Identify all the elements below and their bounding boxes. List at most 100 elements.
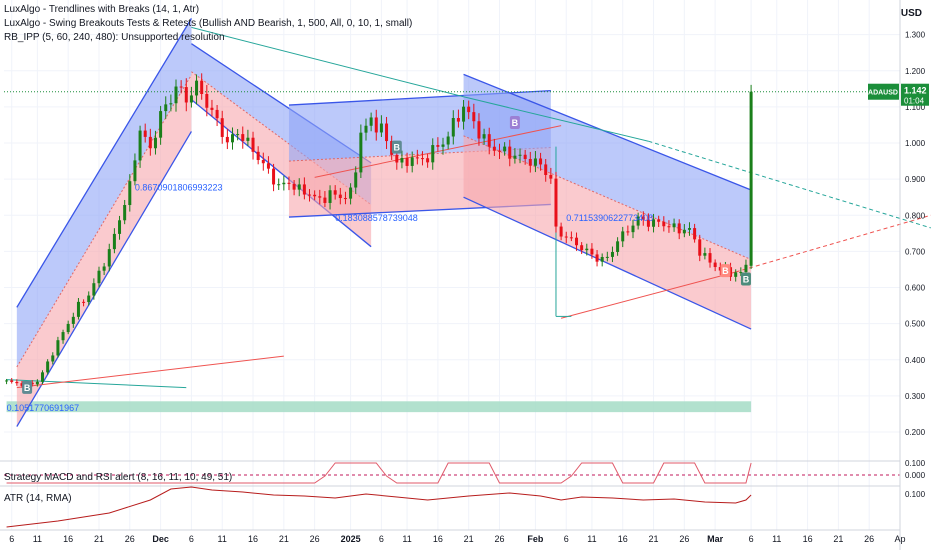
candle-body: [266, 163, 270, 169]
trend-channels: [16, 18, 752, 427]
candle-body: [153, 137, 157, 149]
candle-body: [66, 323, 70, 333]
candle-body: [302, 184, 306, 195]
candle-body: [590, 248, 594, 255]
candle-body: [636, 216, 640, 226]
price-tick-label: 0.900: [905, 175, 926, 184]
candle-body: [128, 181, 132, 206]
candle-body: [564, 236, 568, 238]
candle-body: [482, 134, 486, 139]
candle-body: [575, 237, 579, 246]
time-tick-label: 26: [679, 534, 689, 544]
candle-body: [646, 219, 650, 227]
candle-body: [400, 157, 404, 163]
trendline: [735, 214, 931, 273]
channel-mid-line: [191, 71, 372, 206]
indicator-legend-1[interactable]: LuxAlgo - Trendlines with Breaks (14, 1,…: [4, 4, 200, 15]
time-tick-label: 16: [803, 534, 813, 544]
signal-marker-label: B: [24, 383, 31, 393]
signal-marker-badge: [509, 116, 520, 130]
atr-legend[interactable]: ATR (14, RMA): [4, 493, 72, 504]
candle-body: [436, 145, 440, 147]
channel-mid-line: [16, 74, 192, 368]
atr-tick-label: 0.100: [905, 490, 926, 499]
indicator-legend-2[interactable]: LuxAlgo - Swing Breakouts Tests & Retest…: [4, 18, 413, 29]
candle-body: [621, 231, 625, 242]
trendline: [463, 96, 649, 142]
candle-body: [308, 194, 312, 196]
atr-line: [6, 486, 752, 528]
candle-body: [92, 283, 96, 296]
channel-lower-fill: [16, 74, 192, 427]
time-tick-label: 26: [310, 534, 320, 544]
candle-body: [600, 257, 604, 262]
time-tick-label: Ap: [894, 534, 905, 544]
candle-body: [682, 229, 686, 234]
price-tag-bg[interactable]: [901, 83, 929, 106]
candle-body: [215, 109, 219, 119]
candle-body: [328, 190, 332, 203]
candle-body: [513, 155, 517, 159]
candle-body: [292, 183, 296, 190]
candle-body: [734, 272, 738, 277]
candle-body: [492, 146, 496, 151]
candle-body: [662, 221, 666, 227]
support-zone: [6, 401, 752, 413]
candle-body: [718, 267, 722, 271]
candle-body: [30, 382, 34, 385]
candle-body: [118, 220, 122, 234]
candle-body: [667, 226, 671, 228]
candle-body: [631, 225, 635, 233]
channel-upper-line: [16, 18, 192, 308]
trendline: [648, 140, 931, 229]
candle-body: [456, 118, 460, 122]
candle-body: [184, 87, 188, 103]
price-grid: [4, 0, 901, 530]
candle-body: [313, 194, 317, 197]
level-annotation: 0.8670901806993223: [135, 183, 223, 193]
candle-body: [246, 137, 250, 141]
candle-body: [559, 226, 563, 237]
candles: [5, 73, 753, 389]
symbol-tag-bg: [868, 83, 899, 100]
candle-body: [472, 112, 476, 122]
time-tick-label: 2025: [341, 534, 361, 544]
candle-body: [189, 95, 193, 103]
candle-body: [703, 253, 707, 256]
candle-body: [71, 316, 75, 324]
candle-body: [544, 164, 548, 176]
price-tick-label: 1.300: [905, 31, 926, 40]
candle-body: [61, 332, 65, 341]
signal-marker-label: B: [512, 118, 519, 128]
candle-body: [51, 355, 55, 362]
candle-body: [225, 136, 229, 143]
candle-body: [369, 117, 373, 126]
price-tick-label: 0.300: [905, 392, 926, 401]
price-tick-label: 0.200: [905, 428, 926, 437]
channel-lower-line: [16, 131, 192, 427]
price-tick-label: 0.700: [905, 247, 926, 256]
indicator-legend-3[interactable]: RB_IPP (5, 60, 240, 480): Unsupported re…: [4, 32, 225, 43]
candle-body: [102, 266, 106, 271]
time-tick-label: 16: [63, 534, 73, 544]
time-tick-label: 6: [379, 534, 384, 544]
time-tick-label: 21: [279, 534, 289, 544]
candle-body: [169, 103, 173, 105]
candle-body: [708, 253, 712, 263]
candle-body: [749, 91, 753, 266]
candle-body: [677, 223, 681, 234]
oscillator-tick-label: 0.000: [905, 471, 926, 480]
candle-body: [605, 256, 609, 258]
level-annotation: 0.7115390622773408: [566, 213, 653, 223]
candle-body: [426, 158, 430, 163]
candle-body: [415, 157, 419, 159]
candle-body: [395, 154, 399, 163]
currency-label[interactable]: USD: [900, 8, 922, 19]
price-tick-label: 1.100: [905, 103, 926, 112]
signal-markers: B B B B B: [22, 116, 751, 394]
candle-body: [739, 272, 743, 274]
oscillator-legend[interactable]: Strategy MACD and RSI alert (8, 16, 11, …: [4, 472, 232, 483]
candle-body: [112, 233, 116, 250]
price-tick-label: 0.800: [905, 211, 926, 220]
